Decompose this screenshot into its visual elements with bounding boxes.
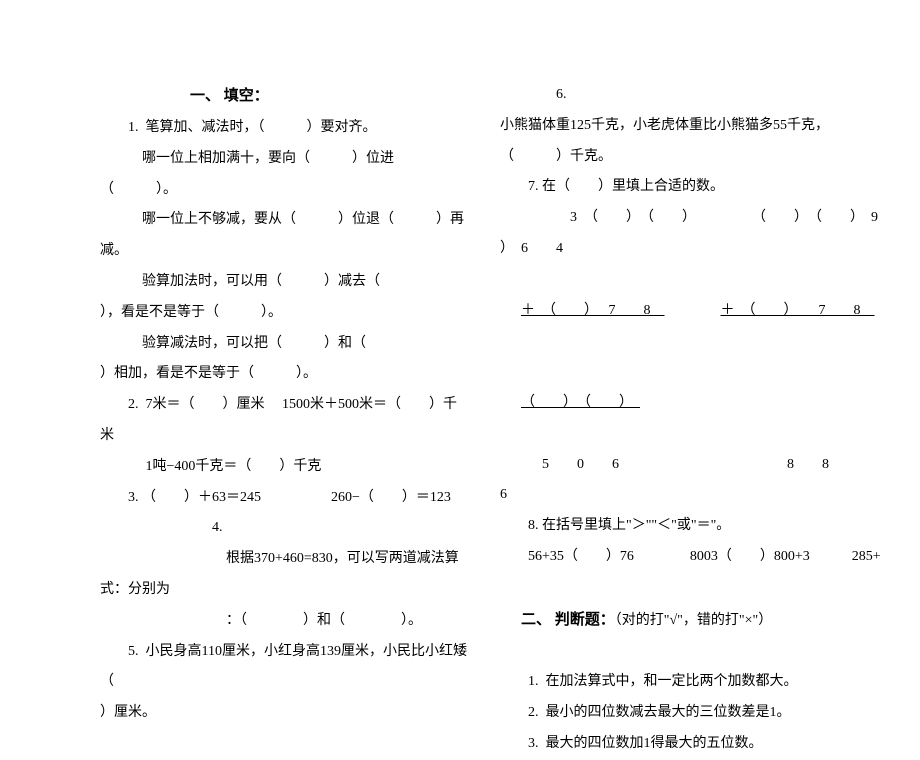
q7-underline-3: （ ） （ ）	[521, 395, 640, 410]
q8-line-b: 56+35（ ）76 8003（ ）800+3 285+	[500, 542, 915, 573]
q7-underline-1: ＋ （ ） 7 8	[521, 303, 665, 318]
column-left: 一、 填空： 1. 笔算加、减法时，（ ）要对齐。 哪一位上相加满十，要向（ ）…	[0, 80, 480, 711]
section-1-heading: 一、 填空：	[100, 80, 470, 113]
section-2-heading-title: 二、 判断题：	[521, 612, 615, 628]
q6-line-a: 6.	[500, 80, 915, 111]
column-right: 6. 小熊猫体重125千克，小老虎体重比小熊猫多55千克， （ ）千克。 7. …	[480, 80, 920, 711]
q7-line-c: ） 6 4	[500, 234, 915, 265]
section-2-heading-note: （对的打"√"，错的打"×"）	[615, 613, 772, 628]
j1-line: 1. 在加法算式中，和一定比两个加数都大。	[500, 667, 915, 698]
q7-underline-2: ＋ （ ） 7 8	[721, 303, 875, 318]
q1-line-a: 1. 笔算加、减法时，（ ）要对齐。	[100, 113, 470, 144]
q6-line-b: 小熊猫体重125千克，小老虎体重比小熊猫多55千克，	[500, 111, 915, 142]
j3-line: 3. 最大的四位数加1得最大的五位数。	[500, 729, 915, 760]
q5-line-a: 5. 小民身高110厘米，小红身高139厘米，小民比小红矮（	[100, 637, 470, 699]
q5-line-b: ）厘米。	[100, 698, 470, 729]
q4-line-a: 4.	[100, 513, 470, 544]
worksheet-page: 一、 填空： 1. 笔算加、减法时，（ ）要对齐。 哪一位上相加满十，要向（ ）…	[0, 0, 920, 711]
q3-line: 3. （ ）＋63＝245 260−（ ）＝123	[100, 483, 470, 514]
q2-line-a: 2. 7米＝（ ）厘米 1500米＋500米＝（ ）千米	[100, 390, 470, 452]
q2-line-b: 1吨−400千克＝（ ）千克	[100, 452, 470, 483]
q1-line-f: 验算减法时，可以把（ ）和（	[100, 329, 470, 360]
q1-line-e: ），看是不是等于（ ）。	[100, 298, 470, 329]
q6-line-c: （ ）千克。	[500, 142, 915, 173]
q7-line-b: 3 （ ） （ ） （ ） （ ） 9	[500, 203, 915, 234]
q4-line-c: ：（ ）和（ ）。	[100, 606, 470, 637]
j2-line: 2. 最小的四位数减去最大的三位数差是1。	[500, 698, 915, 729]
q7-line-g: 6	[500, 480, 915, 511]
q4-line-b: 根据370+460=830，可以写两道减法算式：分别为	[100, 544, 470, 606]
q1-line-c: 哪一位上不够减，要从（ ）位退（ ）再减。	[100, 205, 470, 267]
q7-line-d: ＋ （ ） 7 8 ＋ （ ） 7 8	[500, 265, 915, 357]
q1-line-d: 验算加法时，可以用（ ）减去（	[100, 267, 470, 298]
q8-line-a: 8. 在括号里填上"＞""＜"或"＝"。	[500, 511, 915, 542]
q1-line-b: 哪一位上相加满十，要向（ ）位进（ ）。	[100, 144, 470, 206]
q7-line-a: 7. 在（ ）里填上合适的数。	[500, 172, 915, 203]
q7-gap	[665, 303, 721, 318]
q7-line-e: （ ） （ ）	[500, 357, 915, 449]
q1-line-g: ）相加，看是不是等于（ ）。	[100, 359, 470, 390]
section-2-heading: 二、 判断题：（对的打"√"，错的打"×"）	[500, 573, 915, 668]
q7-line-f: 5 0 6 8 8	[500, 450, 915, 481]
